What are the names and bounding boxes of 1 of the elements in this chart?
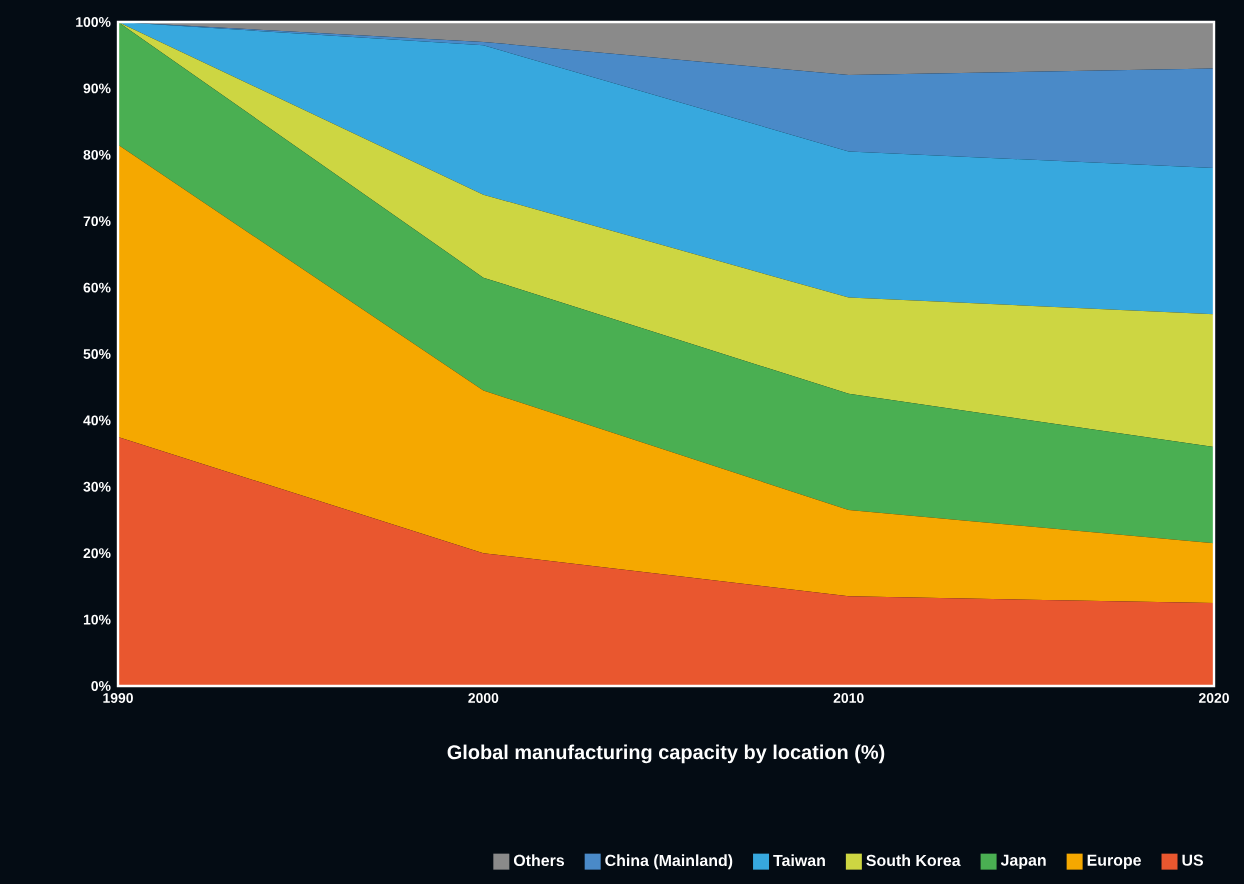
x-axis-title: Global manufacturing capacity by location (%)	[447, 744, 885, 764]
